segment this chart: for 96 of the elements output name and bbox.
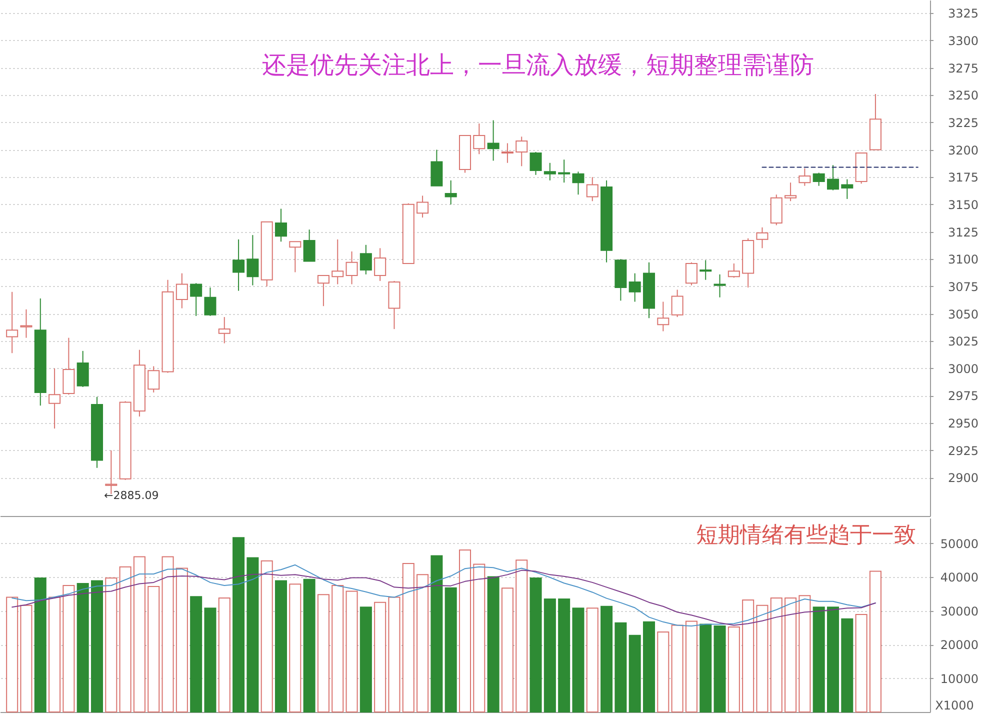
bar <box>700 624 712 712</box>
bar <box>430 555 443 712</box>
bar <box>360 606 372 712</box>
candlestick <box>812 172 825 186</box>
candlestick <box>246 234 259 286</box>
y-tick-label: 2950 <box>948 416 978 431</box>
bar <box>614 622 627 712</box>
annotation: 还是优先关注北上，一旦流入放缓，短期整理需谨防 <box>262 51 814 79</box>
candlestick <box>657 301 670 332</box>
candlestick <box>841 178 854 200</box>
bar <box>812 606 825 712</box>
y-tick-label: 10000 <box>940 672 978 686</box>
candlestick <box>784 182 797 202</box>
candlestick <box>374 248 386 282</box>
candlestick <box>628 272 641 302</box>
candlestick <box>289 241 302 273</box>
candlestick <box>572 171 584 196</box>
y-tick-label: 3075 <box>948 280 978 294</box>
candlestick <box>190 282 202 316</box>
y-tick-label: 50000 <box>940 536 978 551</box>
candlestick <box>218 316 230 344</box>
bar <box>714 625 726 712</box>
candlestick <box>416 195 429 218</box>
candlestick <box>232 238 245 292</box>
y-tick-label: 3175 <box>948 170 978 185</box>
y-tick-label: 40000 <box>940 570 978 585</box>
candlestick <box>346 250 358 285</box>
bar <box>246 557 259 712</box>
candlestick <box>756 226 768 249</box>
y-tick-label: 20000 <box>940 638 978 652</box>
candlestick <box>516 136 528 167</box>
bar <box>544 598 556 712</box>
candlestick <box>501 142 514 164</box>
annotation: ←2885.09 <box>104 489 159 502</box>
candlestick <box>176 272 188 309</box>
candlestick <box>332 238 344 285</box>
candlestick <box>317 274 330 307</box>
y-tick-label: 3025 <box>948 334 978 349</box>
candlestick <box>826 164 840 191</box>
bar <box>600 606 613 712</box>
y-tick-label: 2900 <box>948 471 978 486</box>
candlestick <box>473 123 486 155</box>
y-axis-title: X1000 <box>935 698 974 712</box>
y-tick-label: 2975 <box>948 389 978 404</box>
bar <box>572 608 584 712</box>
candlestick <box>558 159 570 184</box>
y-tick-label: 30000 <box>940 604 978 618</box>
bar <box>90 580 104 712</box>
y-tick-label: 3200 <box>948 143 978 158</box>
y-tick-label: 3050 <box>948 307 978 322</box>
bar <box>841 618 854 712</box>
y-tick-label: 3125 <box>948 225 978 240</box>
candlestick <box>671 289 684 318</box>
y-tick-label: 3275 <box>948 61 978 76</box>
bar <box>642 621 656 712</box>
candlestick <box>685 262 698 286</box>
candlestick <box>6 291 18 354</box>
bar <box>487 576 500 712</box>
bar <box>274 580 288 712</box>
bar <box>303 578 316 712</box>
y-tick-label: 2925 <box>948 444 978 458</box>
y-tick-label: 3325 <box>948 6 978 21</box>
candlestick <box>204 287 216 316</box>
candlestick <box>487 120 500 162</box>
bar <box>232 537 245 712</box>
bar <box>190 596 202 712</box>
bar <box>628 634 641 712</box>
bar <box>34 578 46 712</box>
bar <box>826 606 840 712</box>
y-tick-label: 3225 <box>948 116 978 130</box>
candlestick <box>798 168 811 186</box>
bar <box>204 608 216 712</box>
candlestick <box>20 308 32 338</box>
y-tick-label: 3300 <box>948 34 978 48</box>
y-tick-label: 3150 <box>948 198 978 212</box>
candlestick <box>303 229 316 262</box>
candlestick <box>586 176 598 202</box>
y-tick-label: 3100 <box>948 252 978 267</box>
candlestick <box>714 274 726 298</box>
bar <box>530 578 542 712</box>
candlestick <box>48 368 61 430</box>
candlestick <box>148 366 160 393</box>
candlestick <box>728 262 740 278</box>
bar <box>558 598 570 712</box>
candlestick <box>530 151 542 176</box>
y-tick-label: 3250 <box>948 88 978 103</box>
candlestick <box>700 260 712 280</box>
annotation: 短期情绪有些趋于一致 <box>696 523 916 548</box>
candlestick <box>274 208 288 242</box>
bar <box>444 587 457 712</box>
candlestick <box>544 162 556 181</box>
candlestick <box>76 350 89 388</box>
y-tick-label: 3000 <box>948 362 978 376</box>
candlestick <box>360 244 372 275</box>
candlestick <box>444 180 457 205</box>
bar <box>76 582 89 712</box>
